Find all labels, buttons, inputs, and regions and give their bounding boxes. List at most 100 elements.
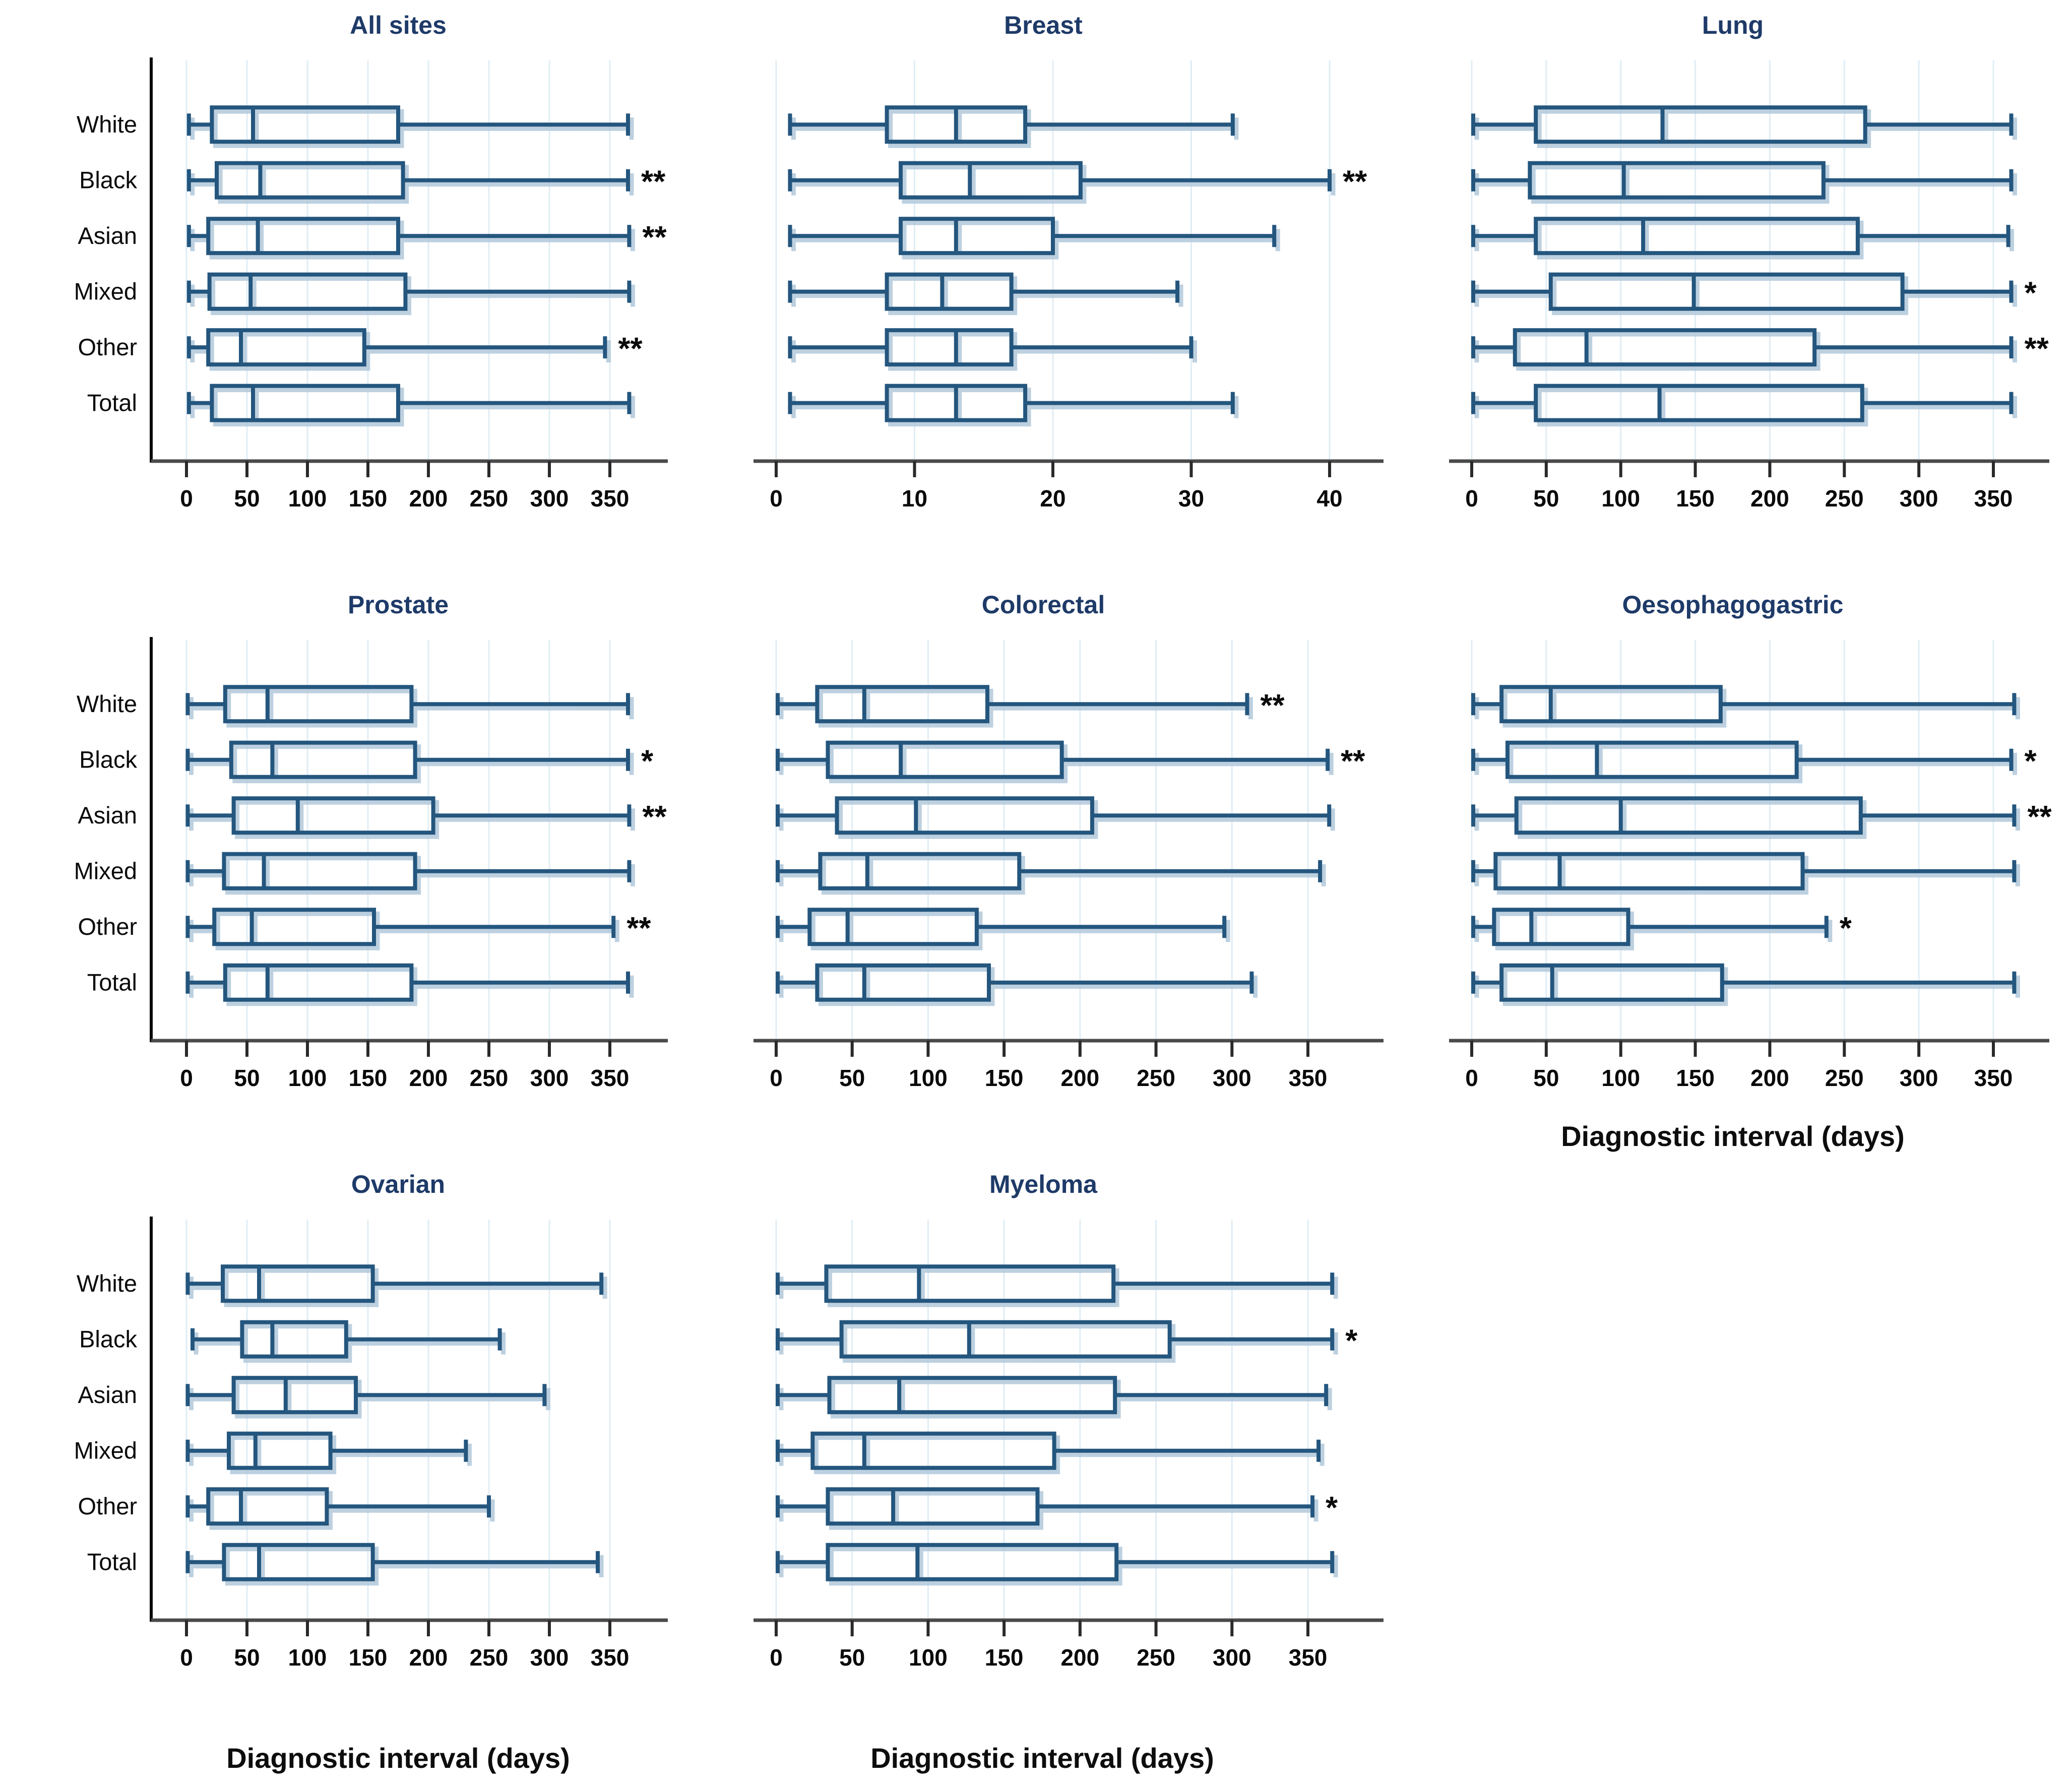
svg-text:Asian: Asian [78, 1381, 137, 1408]
svg-text:150: 150 [349, 1065, 388, 1091]
svg-text:**: ** [2024, 332, 2049, 366]
svg-text:200: 200 [1750, 1065, 1789, 1091]
svg-text:White: White [77, 111, 137, 138]
svg-text:*: * [2024, 744, 2037, 779]
svg-text:Total: Total [87, 390, 137, 416]
svg-text:150: 150 [1676, 485, 1715, 512]
svg-text:350: 350 [591, 1065, 630, 1091]
svg-text:350: 350 [1974, 1065, 2013, 1091]
svg-text:*: * [2024, 276, 2037, 311]
svg-text:0: 0 [770, 485, 783, 512]
svg-text:100: 100 [288, 1644, 327, 1671]
svg-text:30: 30 [1178, 485, 1204, 512]
svg-text:200: 200 [409, 1644, 448, 1671]
svg-text:100: 100 [909, 1644, 948, 1671]
svg-text:White: White [77, 690, 137, 717]
boxplot-all-sites: 0 50 100 150 200 250 300 350 White Black Asian Mixe… [74, 57, 668, 512]
svg-text:Black: Black [79, 167, 137, 194]
svg-text:150: 150 [349, 485, 388, 512]
svg-text:100: 100 [288, 1065, 327, 1091]
svg-text:Total: Total [87, 1549, 137, 1575]
svg-text:200: 200 [1750, 485, 1789, 512]
svg-text:Black: Black [79, 1326, 137, 1353]
svg-text:350: 350 [591, 1644, 630, 1671]
panel-prostate: Prostate 0 50 100 150 200 250 300 350 White Black… [0, 580, 690, 1159]
svg-text:**: ** [2027, 800, 2052, 835]
svg-text:50: 50 [234, 485, 260, 512]
panel-oesophagogastric: Oesophagogastric 0 50 100 150 200 250 300 350 * *… [1406, 580, 2072, 1159]
svg-text:0: 0 [1465, 1065, 1478, 1091]
svg-text:150: 150 [349, 1644, 388, 1671]
svg-text:Other: Other [78, 913, 137, 940]
panel-title-breast: Breast [1004, 11, 1083, 39]
svg-text:Total: Total [87, 969, 137, 996]
svg-text:150: 150 [985, 1644, 1024, 1671]
svg-text:350: 350 [1289, 1644, 1328, 1671]
svg-text:50: 50 [839, 1065, 865, 1091]
svg-text:250: 250 [470, 1644, 509, 1671]
svg-text:**: ** [1260, 688, 1285, 723]
svg-text:**: ** [1341, 744, 1365, 779]
svg-text:200: 200 [409, 1065, 448, 1091]
boxplot-lung: 0 50 100 150 200 250 300 350*** [1449, 60, 2049, 512]
svg-text:200: 200 [1060, 1644, 1099, 1671]
boxplot-ovarian: 0 50 100 150 200 250 300 350 White Black Asian Mixe… [74, 1217, 668, 1671]
svg-text:250: 250 [470, 485, 509, 512]
panel-title-lung: Lung [1702, 11, 1764, 39]
panel-all-sites: All sites 0 50 100 150 200 250 300 350 White Blac… [0, 0, 690, 580]
svg-text:250: 250 [1825, 1065, 1864, 1091]
panel-lung: Lung 0 50 100 150 200 250 300 350 * ** [1406, 0, 2072, 580]
svg-text:*: * [1840, 911, 1852, 946]
svg-text:300: 300 [530, 1644, 569, 1671]
svg-text:0: 0 [180, 1644, 193, 1671]
svg-text:300: 300 [530, 1065, 569, 1091]
svg-text:250: 250 [1137, 1644, 1175, 1671]
boxplot-myeloma: 0 50 100 150 200 250 300 350 * * [754, 1220, 1384, 1671]
panel-title-ovarian: Ovarian [351, 1170, 446, 1198]
svg-text:Other: Other [78, 1493, 137, 1519]
x-axis-label-myeloma: Diagnostic interval (days) [870, 1742, 1214, 1774]
svg-text:**: ** [618, 332, 643, 366]
svg-text:**: ** [642, 800, 667, 835]
svg-text:Mixed: Mixed [74, 278, 137, 305]
svg-text:Asian: Asian [78, 222, 137, 249]
svg-text:300: 300 [1213, 1065, 1251, 1091]
svg-text:50: 50 [1533, 1065, 1559, 1091]
panel-title-oesophagogastric: Oesophagogastric [1622, 591, 1844, 619]
svg-text:200: 200 [1060, 1065, 1099, 1091]
svg-text:50: 50 [839, 1644, 865, 1671]
svg-text:20: 20 [1040, 485, 1065, 512]
empty-grid-cell [1406, 1159, 2072, 1786]
svg-text:100: 100 [1601, 1065, 1640, 1091]
svg-text:**: ** [626, 911, 651, 946]
svg-text:*: * [1326, 1491, 1338, 1525]
svg-text:100: 100 [1601, 485, 1640, 512]
svg-text:Other: Other [78, 334, 137, 360]
svg-text:**: ** [1343, 165, 1367, 200]
boxplot-oesophagogastric: 0 50 100 150 200 250 300 350**** [1449, 640, 2052, 1091]
svg-text:250: 250 [1825, 485, 1864, 512]
svg-text:0: 0 [770, 1644, 783, 1671]
svg-text:**: ** [641, 165, 666, 200]
svg-text:*: * [1345, 1324, 1358, 1359]
svg-text:50: 50 [234, 1065, 260, 1091]
svg-text:250: 250 [470, 1065, 509, 1091]
svg-text:50: 50 [1533, 485, 1559, 512]
boxplot-breast: 0 10 20 30 40 ** [754, 60, 1384, 512]
svg-text:White: White [77, 1270, 137, 1297]
panel-title-all-sites: All sites [350, 11, 447, 39]
svg-text:100: 100 [909, 1065, 948, 1091]
svg-text:350: 350 [1974, 485, 2013, 512]
svg-text:300: 300 [1900, 1065, 1938, 1091]
panel-ovarian: Ovarian 0 50 100 150 200 250 300 350 White Black A… [0, 1159, 690, 1786]
svg-text:150: 150 [985, 1065, 1024, 1091]
svg-text:0: 0 [180, 1065, 193, 1091]
panel-title-colorectal: Colorectal [981, 591, 1105, 619]
svg-text:**: ** [642, 220, 667, 255]
svg-text:Asian: Asian [78, 802, 137, 828]
svg-text:350: 350 [591, 485, 630, 512]
svg-text:150: 150 [1676, 1065, 1715, 1091]
svg-text:Mixed: Mixed [74, 858, 137, 884]
svg-text:Black: Black [79, 746, 137, 773]
